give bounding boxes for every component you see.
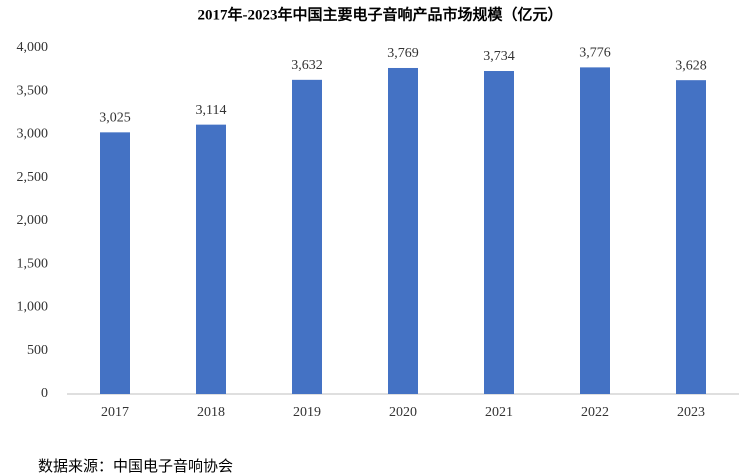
bar xyxy=(388,67,418,394)
y-tick-label: 1,500 xyxy=(17,256,49,271)
x-tick-label: 2018 xyxy=(197,405,225,420)
value-label: 3,776 xyxy=(579,46,611,61)
y-tick-label: 3,500 xyxy=(17,83,49,98)
y-tick-label: 1,000 xyxy=(17,300,49,315)
y-tick-label: 0 xyxy=(41,386,48,401)
y-tick-label: 2,000 xyxy=(17,213,49,228)
value-label: 3,632 xyxy=(291,58,323,73)
bar xyxy=(580,67,610,394)
x-tick-label: 2021 xyxy=(485,405,513,420)
x-tick-label: 2023 xyxy=(677,405,705,420)
bar xyxy=(484,71,514,394)
value-label: 3,769 xyxy=(387,46,419,61)
x-tick-label: 2019 xyxy=(293,405,321,420)
y-tick-label: 4,000 xyxy=(17,40,49,55)
y-tick-label: 500 xyxy=(27,343,48,358)
x-tick-label: 2022 xyxy=(581,405,609,420)
value-label: 3,114 xyxy=(196,103,227,118)
bar xyxy=(676,80,706,394)
bar xyxy=(100,132,130,394)
y-tick-label: 2,500 xyxy=(17,170,49,185)
bar xyxy=(292,79,322,394)
source-note: 数据来源：中国电子音响协会 xyxy=(38,457,233,475)
x-tick-label: 2020 xyxy=(389,405,417,420)
value-label: 3,025 xyxy=(99,111,131,126)
value-label: 3,734 xyxy=(483,49,515,64)
chart-title: 2017年-2023年中国主要电子音响产品市场规模（亿元） xyxy=(198,5,563,23)
value-label: 3,628 xyxy=(675,58,707,73)
x-tick-label: 2017 xyxy=(101,405,129,420)
bar xyxy=(196,124,226,394)
y-tick-label: 3,000 xyxy=(17,127,49,142)
